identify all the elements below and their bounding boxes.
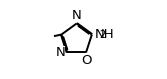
Text: 2: 2 — [100, 30, 106, 40]
Text: N: N — [72, 9, 81, 22]
Text: N: N — [56, 46, 65, 59]
Text: NH: NH — [95, 28, 114, 41]
Text: O: O — [81, 54, 92, 67]
